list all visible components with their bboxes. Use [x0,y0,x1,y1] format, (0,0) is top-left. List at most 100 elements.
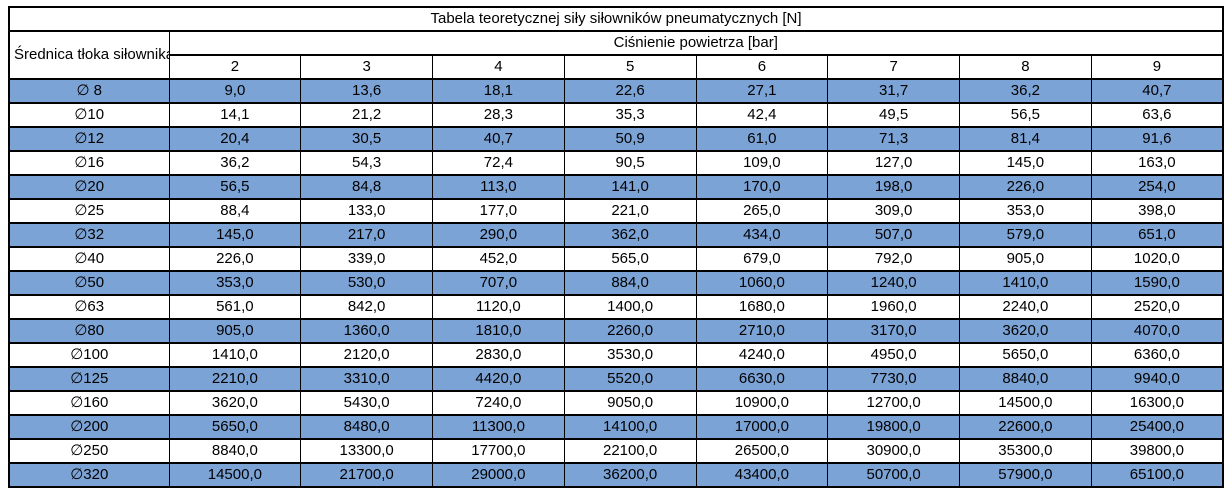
force-cell: 127,0 [827,150,960,176]
title-row: Tabela teoretycznej siły siłowników pneu… [8,6,1224,32]
force-cell: 30900,0 [827,438,960,464]
force-cell: 17700,0 [432,438,565,464]
force-cell: 353,0 [168,270,302,296]
force-cell: 2260,0 [563,318,697,344]
diameter-cell: ∅63 [8,294,170,320]
table-row: ∅250 8840,0 13300,0 17700,0 22100,0 26500,0 30… [8,438,1224,464]
pressure-column-header: 5 [563,54,697,80]
force-cell: 905,0 [959,246,1092,272]
force-cell: 65100,0 [1090,462,1224,488]
table-row: ∅50 353,0 530,0 707,0 884,0 1060,0 1240,0 1410,… [8,270,1224,296]
force-cell: 198,0 [827,174,960,200]
force-cell: 9940,0 [1090,366,1224,392]
force-cell: 18,1 [432,78,565,104]
force-cell: 362,0 [563,222,697,248]
force-cell: 398,0 [1090,198,1224,224]
force-cell: 61,0 [695,126,829,152]
force-cell: 27,1 [695,78,829,104]
force-cell: 5650,0 [959,342,1092,368]
force-cell: 145,0 [168,222,302,248]
force-cell: 792,0 [827,246,960,272]
force-cell: 56,5 [959,102,1092,128]
force-cell: 35,3 [563,102,697,128]
force-cell: 81,4 [959,126,1092,152]
force-cell: 1410,0 [168,342,302,368]
force-cell: 4070,0 [1090,318,1224,344]
force-cell: 42,4 [695,102,829,128]
force-cell: 21,2 [300,102,433,128]
diameter-cell: ∅320 [8,462,170,488]
table-row: ∅20 56,5 84,8 113,0 141,0 170,0 198,0 226,0 254,… [8,174,1224,200]
force-cell: 14100,0 [563,414,697,440]
force-cell: 141,0 [563,174,697,200]
force-cell: 226,0 [168,246,302,272]
diameter-cell: ∅12 [8,126,170,152]
force-cell: 36,2 [168,150,302,176]
group-header-row: Średnica tłoka siłownika Ciśnienie powie… [8,30,1224,80]
force-cell: 1400,0 [563,294,697,320]
diameter-cell: ∅40 [8,246,170,272]
force-cell: 90,5 [563,150,697,176]
force-cell: 1240,0 [827,270,960,296]
force-cell: 72,4 [432,150,565,176]
force-cell: 1960,0 [827,294,960,320]
force-cell: 290,0 [432,222,565,248]
force-cell: 145,0 [959,150,1092,176]
diameter-cell: ∅16 [8,150,170,176]
force-cell: 177,0 [432,198,565,224]
diameter-cell: ∅125 [8,366,170,392]
table-row: ∅10 14,1 21,2 28,3 35,3 42,4 49,5 56,5 63,6 [8,102,1224,128]
force-cell: 9050,0 [563,390,697,416]
force-cell: 5520,0 [563,366,697,392]
force-cell: 36,2 [959,78,1092,104]
force-cell: 56,5 [168,174,302,200]
table-row: ∅25 88,4 133,0 177,0 221,0 265,0 309,0 353,0 398… [8,198,1224,224]
force-cell: 7730,0 [827,366,960,392]
force-cell: 254,0 [1090,174,1224,200]
force-cell: 84,8 [300,174,433,200]
force-cell: 50,9 [563,126,697,152]
force-cell: 17000,0 [695,414,829,440]
force-cell: 507,0 [827,222,960,248]
force-cell: 28,3 [432,102,565,128]
force-cell: 905,0 [168,318,302,344]
force-cell: 2710,0 [695,318,829,344]
force-cell: 71,3 [827,126,960,152]
force-cell: 579,0 [959,222,1092,248]
force-cell: 26500,0 [695,438,829,464]
force-cell: 679,0 [695,246,829,272]
force-cell: 25400,0 [1090,414,1224,440]
force-cell: 2240,0 [959,294,1092,320]
force-cell: 22100,0 [563,438,697,464]
force-cell: 22,6 [563,78,697,104]
table-row: ∅ 8 9,0 13,6 18,1 22,6 27,1 31,7 36,2 40,7 [8,78,1224,104]
force-cell: 2830,0 [432,342,565,368]
force-cell: 13,6 [300,78,433,104]
table-row: ∅12 20,4 30,5 40,7 50,9 61,0 71,3 81,4 91,6 [8,126,1224,152]
force-cell: 30,5 [300,126,433,152]
force-cell: 217,0 [300,222,433,248]
force-cell: 10900,0 [695,390,829,416]
force-cell: 3620,0 [959,318,1092,344]
force-cell: 1810,0 [432,318,565,344]
diameter-column-header: Średnica tłoka siłownika [8,30,170,80]
force-cell: 54,3 [300,150,433,176]
force-cell: 40,7 [432,126,565,152]
pressure-column-header: 7 [827,54,960,80]
pressure-column-header: 8 [959,54,1092,80]
diameter-cell: ∅10 [8,102,170,128]
force-cell: 452,0 [432,246,565,272]
force-cell: 19800,0 [827,414,960,440]
force-cell: 1410,0 [959,270,1092,296]
force-cell: 2520,0 [1090,294,1224,320]
force-cell: 8840,0 [959,366,1092,392]
force-cell: 5430,0 [300,390,433,416]
force-cell: 530,0 [300,270,433,296]
force-cell: 14500,0 [959,390,1092,416]
force-cell: 434,0 [695,222,829,248]
force-cell: 50700,0 [827,462,960,488]
force-cell: 39800,0 [1090,438,1224,464]
force-cell: 309,0 [827,198,960,224]
force-cell: 40,7 [1090,78,1224,104]
pressure-column-header: 3 [300,54,433,80]
